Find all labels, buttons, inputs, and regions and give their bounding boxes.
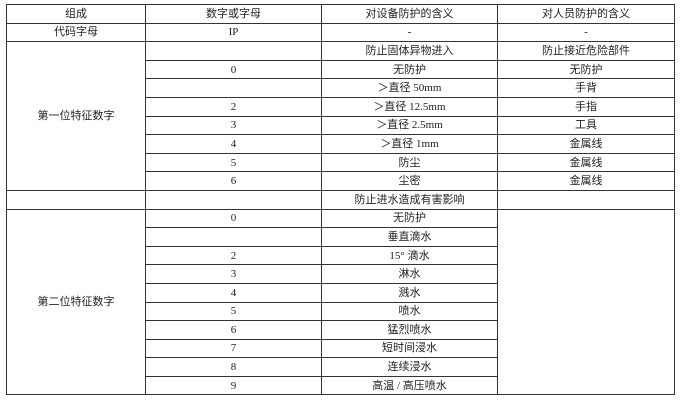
first-digit-group-cell: 第一位特征数字 [6, 41, 146, 191]
equipment-cell: 高温 / 高压喷水 [321, 375, 498, 396]
digit-cell: 3 [145, 115, 322, 136]
personnel-cell: 金属线 [497, 171, 675, 191]
digit-cell: 8 [145, 357, 322, 377]
first-digit-title-row: 第一位特征数字 防止固体异物进入 防止接近危险部件 [6, 41, 675, 191]
equipment-cell: 无防护 [321, 208, 498, 229]
equipment-cell: ＞直径 50mm [321, 78, 498, 98]
personnel-cell [497, 189, 675, 210]
table-row: 2 15° 滴水 [7, 245, 675, 266]
personnel-cell: 手指 [497, 96, 675, 117]
personnel-cell [497, 208, 675, 396]
equipment-cell: 尘密 [321, 171, 498, 191]
header-cell: 数字或字母 [145, 4, 322, 24]
personnel-cell: 金属线 [497, 152, 675, 173]
digit-cell: 5 [145, 301, 322, 322]
equipment-cell: 短时间浸水 [321, 338, 498, 359]
equipment-cell: 猛烈喷水 [321, 320, 498, 340]
personnel-cell: 工具 [497, 115, 675, 136]
digit-cell: 9 [145, 375, 322, 396]
header-row: 组成 数字或字母 对设备防护的含义 对人员防护的含义 [6, 4, 675, 24]
personnel-cell: 防止接近危险部件 [497, 41, 675, 61]
table-row: 7 短时间浸水 [7, 338, 675, 359]
group-cell [6, 189, 146, 210]
equipment-cell: ＞直径 12.5mm [321, 96, 498, 117]
digit-cell: 2 [145, 245, 322, 266]
digit-cell: 3 [145, 264, 322, 284]
personnel-cell: 无防护 [497, 59, 675, 80]
digit-cell: 5 [145, 152, 322, 173]
value-cell: IP [145, 22, 322, 43]
digit-cell: 7 [145, 338, 322, 359]
table-row: 4 ＞直径 1mm 金属线 [7, 134, 675, 154]
table-row: 0 无防护 无防护 [7, 59, 675, 80]
table-row: 第二位特征数字 0 无防护 [6, 208, 675, 396]
equipment-cell: ＞直径 1mm [321, 134, 498, 154]
equipment-cell: 溅水 [321, 282, 498, 303]
personnel-cell: 金属线 [497, 134, 675, 154]
ip-code-table: 组成 数字或字母 对设备防护的含义 对人员防护的含义 代码字母 IP - - 第… [6, 4, 675, 396]
second-digit-group-cell: 第二位特征数字 [6, 208, 146, 396]
header-cell: 对人员防护的含义 [497, 4, 675, 24]
code-letter-row: 代码字母 IP - - [6, 22, 675, 43]
table-row: 垂直滴水 [7, 227, 675, 247]
table-row: 5 喷水 [7, 301, 675, 322]
digit-cell: 6 [145, 171, 322, 191]
table-row: 8 连续浸水 [7, 357, 675, 377]
table-row: 3 淋水 [7, 264, 675, 284]
equipment-cell: 淋水 [321, 264, 498, 284]
table-row: 9 高温 / 高压喷水 [7, 375, 675, 396]
second-digit-title-row: 防止进水造成有害影响 [6, 189, 675, 210]
digit-cell: 0 [145, 208, 322, 229]
equipment-cell: 防止固体异物进入 [321, 41, 498, 61]
digit-cell [145, 78, 322, 98]
equipment-cell: 垂直滴水 [321, 227, 498, 247]
digit-cell: 0 [145, 59, 322, 80]
table-row: 4 溅水 [7, 282, 675, 303]
table-row: 6 猛烈喷水 [7, 320, 675, 340]
digit-cell [145, 227, 322, 247]
digit-cell [145, 189, 322, 210]
group-cell: 代码字母 [6, 22, 146, 43]
equipment-cell: 防尘 [321, 152, 498, 173]
header-cell: 组成 [6, 4, 146, 24]
digit-cell: 4 [145, 134, 322, 154]
equipment-cell: 连续浸水 [321, 357, 498, 377]
digit-cell: 2 [145, 96, 322, 117]
table-row: 6 尘密 金属线 [7, 171, 675, 191]
equipment-cell: - [321, 22, 498, 43]
equipment-cell: 防止进水造成有害影响 [321, 189, 498, 210]
digit-cell [145, 41, 322, 61]
personnel-cell: 手背 [497, 78, 675, 98]
equipment-cell: 喷水 [321, 301, 498, 322]
digit-cell: 6 [145, 320, 322, 340]
equipment-cell: ＞直径 2.5mm [321, 115, 498, 136]
equipment-cell: 无防护 [321, 59, 498, 80]
table-row: 2 ＞直径 12.5mm 手指 [7, 96, 675, 117]
digit-cell: 4 [145, 282, 322, 303]
equipment-cell: 15° 滴水 [321, 245, 498, 266]
personnel-cell: - [497, 22, 675, 43]
header-cell: 对设备防护的含义 [321, 4, 498, 24]
